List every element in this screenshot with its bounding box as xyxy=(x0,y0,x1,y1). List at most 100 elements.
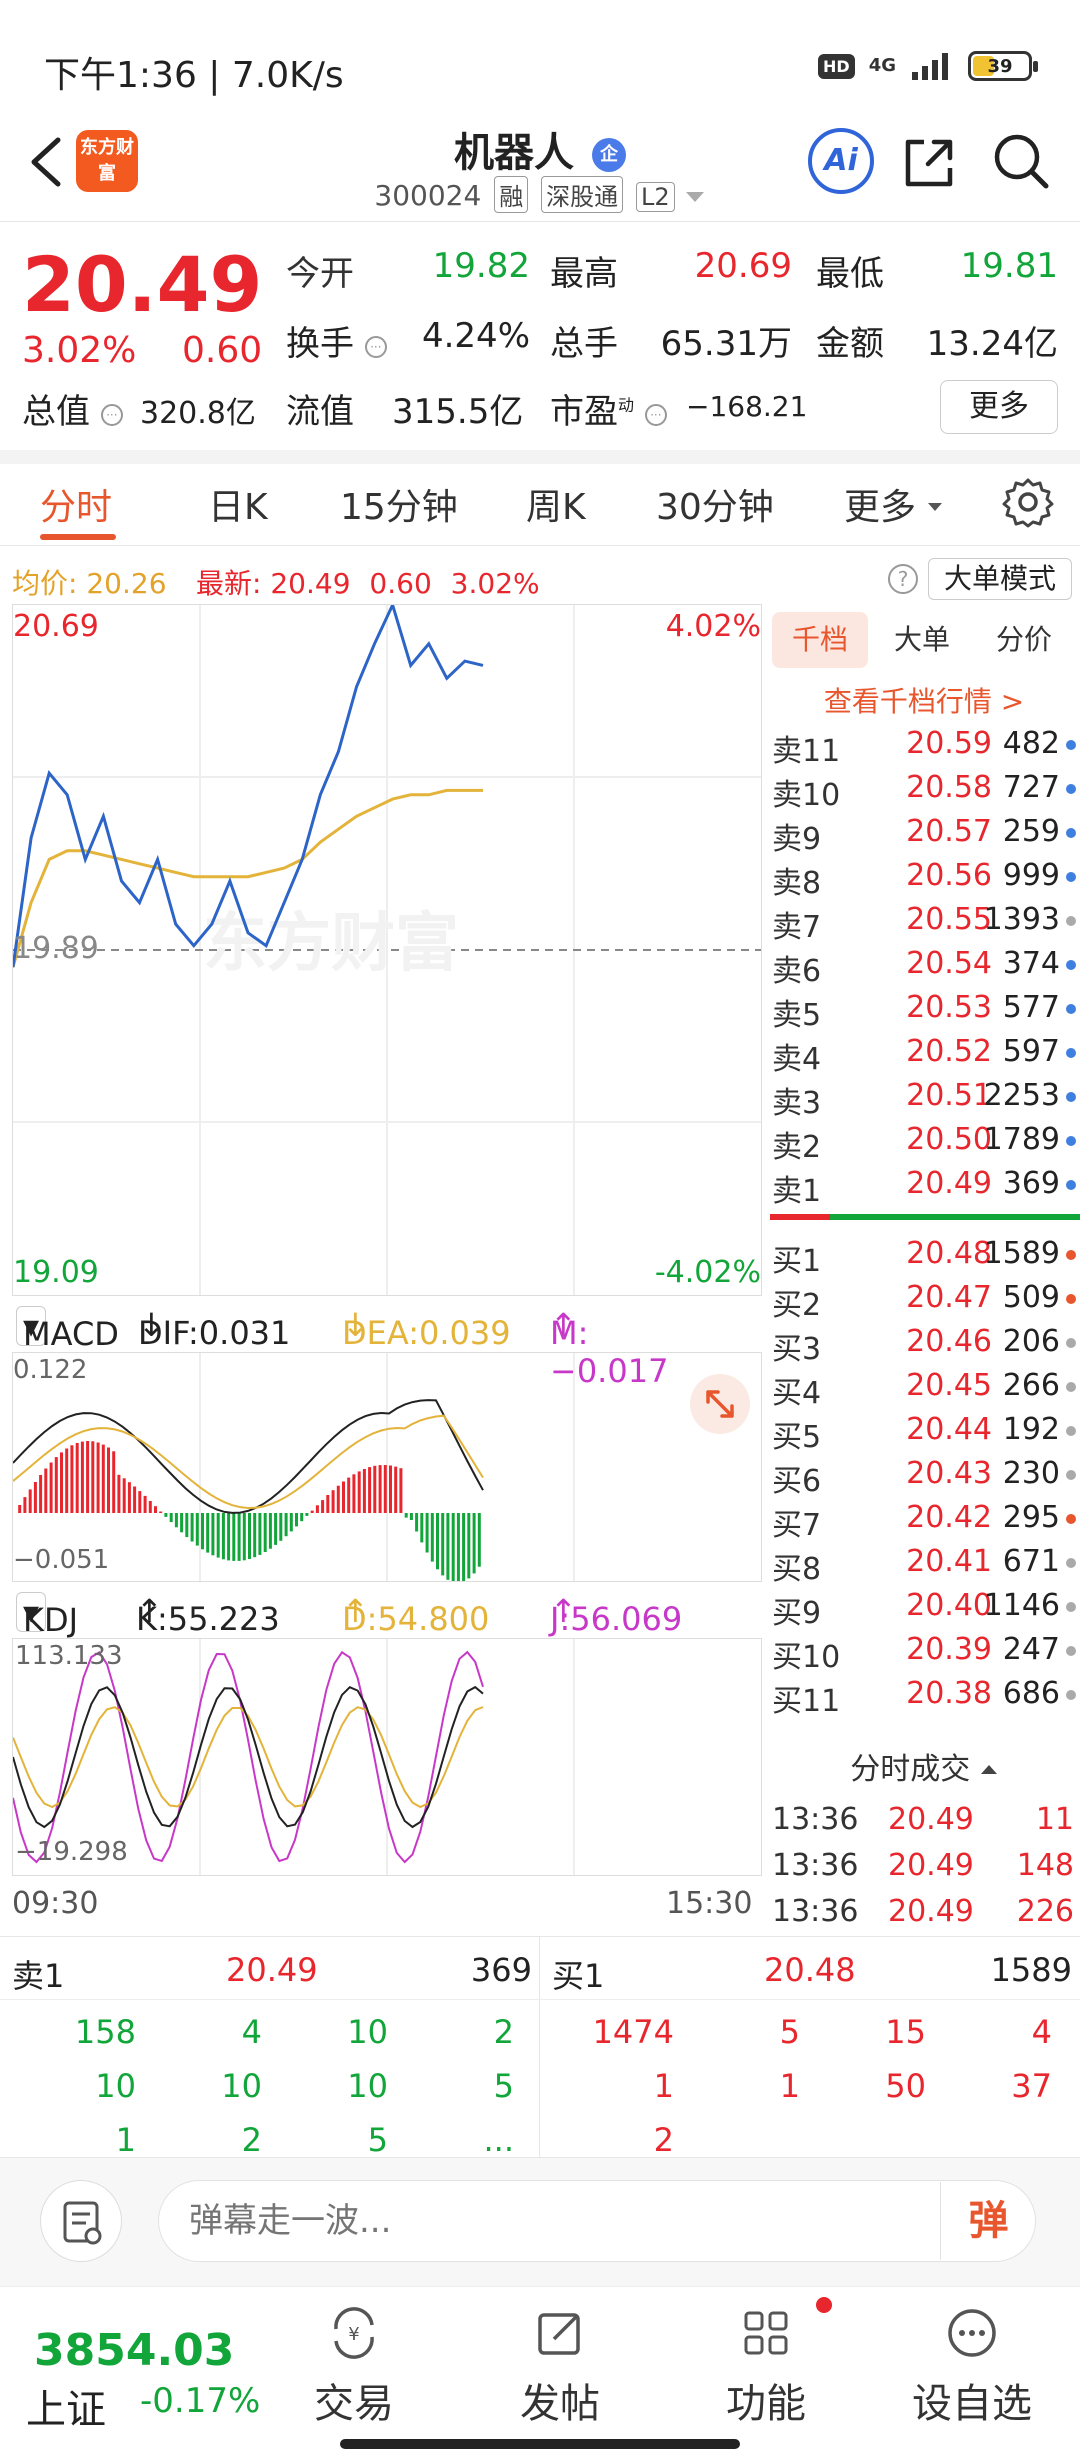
level-label: 买8 xyxy=(772,1552,822,1587)
amount-label: 金额 xyxy=(816,324,884,364)
ask-row[interactable]: 卖5 20.53 577 xyxy=(768,986,1080,1033)
macd-bar xyxy=(352,1474,356,1513)
ask-row[interactable]: 卖2 20.50 1789 xyxy=(768,1118,1080,1165)
level-volume: 1393 xyxy=(983,902,1060,937)
more-button[interactable]: 更多 xyxy=(940,380,1058,434)
macd-bar xyxy=(415,1513,419,1532)
macd-bar xyxy=(248,1513,251,1559)
kdj-selector[interactable]: KDJ ▾ xyxy=(16,1592,78,1639)
home-indicator xyxy=(340,2439,740,2449)
back-icon[interactable] xyxy=(22,132,72,192)
ask-row[interactable]: 卖4 20.52 597 xyxy=(768,1030,1080,1077)
more-circle-icon xyxy=(948,2309,996,2357)
ask-row[interactable]: 卖9 20.57 259 xyxy=(768,810,1080,857)
level-dot-icon xyxy=(1066,1514,1076,1524)
macd-chart[interactable]: 0.122 −0.051 xyxy=(12,1352,762,1583)
bid-row[interactable]: 买5 20.44 192 xyxy=(768,1408,1080,1455)
avg-label: 均价: xyxy=(12,567,78,600)
bid-row[interactable]: 买9 20.40 1146 xyxy=(768,1584,1080,1631)
ask-row[interactable]: 卖3 20.51 2253 xyxy=(768,1074,1080,1121)
grid-icon xyxy=(744,2311,788,2355)
tick-price: 20.49 xyxy=(888,1894,974,1929)
stock-code-row[interactable]: 300024 融 深股通 L2 xyxy=(0,176,1080,213)
macd-bar xyxy=(310,1510,314,1513)
bid-row[interactable]: 买1 20.48 1589 xyxy=(768,1232,1080,1279)
macd-bar xyxy=(86,1441,90,1513)
big-order-mode-button[interactable]: 大单模式 xyxy=(928,558,1072,600)
tab-depth[interactable]: 千档 xyxy=(772,612,868,668)
tab-intraday[interactable]: 分时 xyxy=(40,487,113,528)
search-icon[interactable] xyxy=(990,130,1052,192)
bid-row[interactable]: 买3 20.46 206 xyxy=(768,1320,1080,1367)
macd-chart-canvas xyxy=(12,1353,575,1583)
mktcap-item[interactable]: 总值 ··· xyxy=(22,384,123,433)
macd-selector[interactable]: MACD ▾ xyxy=(16,1306,119,1353)
level-dot-icon xyxy=(1066,1004,1076,1014)
danmu-toggle-button[interactable]: 弹 xyxy=(940,2182,1036,2260)
tab-more[interactable]: 更多 xyxy=(844,478,943,530)
ai-assistant-icon[interactable]: Ai xyxy=(808,128,874,194)
macd-bar xyxy=(420,1513,424,1543)
level-volume: 369 xyxy=(1002,1166,1060,1201)
tab-15min[interactable]: 15分钟 xyxy=(340,487,458,528)
tab-big-order[interactable]: 大单 xyxy=(893,623,950,656)
caret-up-icon xyxy=(980,1765,997,1774)
bid-row[interactable]: 买7 20.42 295 xyxy=(768,1496,1080,1543)
view-depth-link[interactable]: 查看千档行情 > xyxy=(823,685,1025,718)
level-volume: 206 xyxy=(1002,1324,1060,1359)
ask-row[interactable]: 卖1 20.49 369 xyxy=(768,1162,1080,1209)
nav-functions[interactable]: 功能 xyxy=(696,2305,836,2429)
intraday-chart-canvas: 东方财富 xyxy=(11,600,761,1295)
tick-time: 13:36 xyxy=(772,1848,859,1883)
tab-30min[interactable]: 30分钟 xyxy=(656,487,774,528)
status-bar: 下午1:36 | 7.0K/s HD 4G 39 xyxy=(0,0,1080,130)
bid-row[interactable]: 买8 20.41 671 xyxy=(768,1540,1080,1587)
macd-bar xyxy=(253,1513,257,1558)
bid-row[interactable]: 买6 20.43 230 xyxy=(768,1452,1080,1499)
tag-level2: L2 xyxy=(636,182,675,212)
queue-order: 158 xyxy=(74,2013,136,2051)
ask-row[interactable]: 卖7 20.55 1393 xyxy=(768,898,1080,945)
tab-weekly-k[interactable]: 周K xyxy=(526,487,586,528)
level-price: 20.38 xyxy=(906,1676,992,1711)
macd-bar xyxy=(315,1505,319,1513)
nav-add-watchlist[interactable]: 设自选 xyxy=(902,2305,1042,2429)
tick-title[interactable]: 分时成交 xyxy=(768,1744,1080,1788)
bid-row[interactable]: 买4 20.45 266 xyxy=(768,1364,1080,1411)
help-icon[interactable]: ? xyxy=(888,564,918,594)
turnover-item[interactable]: 换手 ··· xyxy=(286,316,387,365)
index-name: 上证 xyxy=(26,2387,106,2433)
tab-price-dist[interactable]: 分价 xyxy=(995,623,1052,656)
bid-row[interactable]: 买2 20.47 509 xyxy=(768,1276,1080,1323)
note-icon[interactable] xyxy=(40,2180,122,2262)
pe-dynamic-sup: 动 xyxy=(618,395,635,415)
macd-bar xyxy=(33,1482,37,1513)
nav-trade[interactable]: ¥ 交易 xyxy=(284,2305,424,2429)
queue-order: 1 xyxy=(653,2067,674,2105)
bid-row[interactable]: 买10 20.39 247 xyxy=(768,1628,1080,1675)
prev-close-label: 19.89 xyxy=(13,931,99,966)
notification-dot xyxy=(816,2297,832,2313)
ask-row[interactable]: 卖10 20.58 727 xyxy=(768,766,1080,813)
level-price: 20.39 xyxy=(906,1632,992,1667)
macd-bar xyxy=(227,1513,231,1561)
ask-row[interactable]: 卖8 20.56 999 xyxy=(768,854,1080,901)
tab-daily-k[interactable]: 日K xyxy=(208,487,268,528)
pe-item[interactable]: 市盈动 ··· xyxy=(550,384,667,433)
kdj-chart[interactable]: 113.133 −19.298 xyxy=(12,1638,762,1876)
intraday-chart[interactable]: 东方财富 20.69 4.02% 19.89 19.09 -4.02% xyxy=(11,600,762,1296)
level-dot-icon xyxy=(1066,960,1076,970)
ask-row[interactable]: 卖6 20.54 374 xyxy=(768,942,1080,989)
bid-row[interactable]: 买11 20.38 686 xyxy=(768,1672,1080,1719)
index-change: -0.17% xyxy=(140,2381,261,2421)
macd-bar xyxy=(258,1513,262,1555)
share-icon[interactable] xyxy=(900,132,960,192)
danmu-input[interactable] xyxy=(158,2180,1036,2262)
expand-icon[interactable] xyxy=(690,1374,750,1434)
level-label: 卖11 xyxy=(772,734,841,769)
nav-post[interactable]: 发帖 xyxy=(490,2305,630,2429)
eastmoney-logo[interactable]: 东方财富 xyxy=(76,130,138,192)
gear-icon[interactable] xyxy=(1002,476,1054,528)
ask-row[interactable]: 卖11 20.59 482 xyxy=(768,722,1080,769)
queue-order: 10 xyxy=(347,2067,388,2105)
